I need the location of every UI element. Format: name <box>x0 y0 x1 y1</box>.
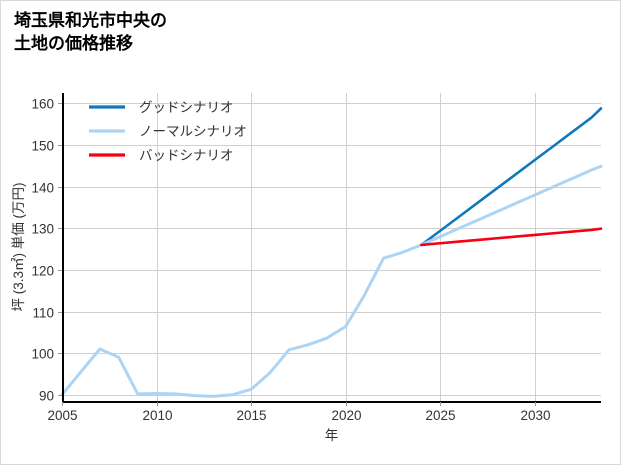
x-tick-label: 2005 <box>47 408 77 423</box>
x-tick-label: 2010 <box>142 408 172 423</box>
y-tick-label: 100 <box>31 347 54 362</box>
y-axis-title: 坪 (3.3㎡) 単価 (万円) <box>11 182 26 311</box>
y-tick-label: 110 <box>32 306 54 321</box>
page-title: 埼玉県和光市中央の 土地の価格推移 <box>14 11 167 53</box>
y-tick-label: 150 <box>31 139 54 154</box>
series-layer <box>60 107 603 398</box>
x-tick-label: 2025 <box>425 408 455 423</box>
legend-label-1: ノーマルシナリオ <box>139 124 247 139</box>
y-tick-label: 90 <box>39 389 54 404</box>
y-tick-label: 120 <box>31 264 54 279</box>
series-line-2 <box>420 227 603 247</box>
axes-layer <box>58 93 601 406</box>
x-tick-label: 2015 <box>236 408 266 423</box>
series-line-1 <box>60 164 603 398</box>
legend-label-2: バッドシナリオ <box>139 148 234 163</box>
y-tick-label: 130 <box>31 222 54 237</box>
axis-titles-layer: 年 坪 (3.3㎡) 単価 (万円) <box>11 182 338 443</box>
x-tick-label: 2030 <box>520 408 550 423</box>
series-line-0 <box>420 107 603 247</box>
y-tick-label: 140 <box>31 181 54 196</box>
x-tick-label: 2020 <box>331 408 361 423</box>
x-axis-title: 年 <box>325 428 339 443</box>
gridlines-layer <box>62 93 601 401</box>
legend-label-0: グッドシナリオ <box>139 100 234 115</box>
y-tick-label: 160 <box>31 97 54 112</box>
tick-labels-layer: 90 100 110 120 130 140 150 160 2005 2010 2015 2020 2… <box>31 97 550 424</box>
